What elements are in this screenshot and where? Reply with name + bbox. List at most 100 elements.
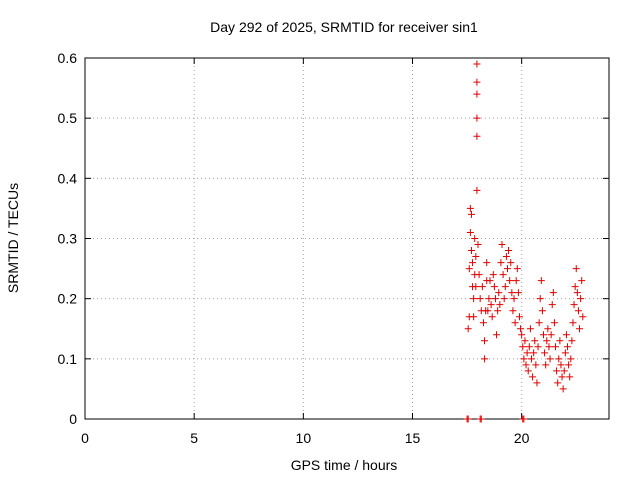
data-point — [537, 277, 545, 285]
x-tick-label: 20 — [514, 430, 530, 446]
data-point — [473, 78, 481, 86]
y-tick-label: 0.3 — [58, 231, 78, 247]
data-point — [515, 313, 523, 321]
data-point — [527, 355, 535, 363]
data-point — [555, 355, 563, 363]
data-point — [514, 289, 522, 297]
data-point — [508, 289, 516, 297]
data-point — [489, 271, 497, 279]
data-point — [465, 265, 473, 273]
data-point — [517, 325, 525, 333]
data-point — [473, 90, 481, 98]
y-tick-label: 0.6 — [58, 50, 78, 66]
data-point — [560, 367, 568, 375]
data-point — [501, 283, 509, 291]
data-point — [524, 367, 532, 375]
data-point — [521, 337, 529, 345]
data-point — [475, 271, 483, 279]
data-point — [486, 277, 494, 285]
data-point — [520, 355, 528, 363]
data-point — [570, 301, 578, 309]
data-point — [576, 325, 584, 333]
data-point — [464, 415, 472, 423]
data-point — [566, 373, 574, 381]
plot-frame — [84, 57, 610, 420]
data-point — [533, 379, 541, 387]
data-point — [498, 241, 506, 249]
data-point — [556, 337, 564, 345]
data-point — [523, 349, 531, 357]
data-point — [476, 295, 484, 303]
data-point — [577, 295, 585, 303]
data-point — [510, 295, 518, 303]
data-point — [503, 265, 511, 273]
y-tick-label: 0.1 — [58, 351, 78, 367]
data-point — [470, 313, 478, 321]
x-tick-label: 0 — [81, 430, 89, 446]
data-point — [579, 313, 587, 321]
data-point — [520, 415, 528, 423]
data-point — [529, 373, 537, 381]
x-tick-label: 10 — [296, 430, 312, 446]
data-point — [574, 307, 582, 315]
data-point — [478, 283, 486, 291]
data-point — [472, 253, 480, 261]
data-point — [572, 265, 580, 273]
data-point — [467, 247, 475, 255]
data-point — [487, 301, 495, 309]
data-point — [578, 277, 586, 285]
x-tick-label: 15 — [405, 430, 421, 446]
data-point — [564, 343, 572, 351]
data-point — [473, 60, 481, 68]
data-point — [496, 301, 504, 309]
data-point — [494, 307, 502, 315]
data-point — [499, 271, 507, 279]
data-point — [561, 349, 569, 357]
data-point — [552, 343, 560, 351]
data-point — [531, 337, 539, 345]
data-point — [525, 343, 533, 351]
data-point — [511, 319, 519, 327]
data-point — [466, 228, 474, 236]
data-point — [530, 349, 538, 357]
data-point — [481, 355, 489, 363]
data-point — [473, 132, 481, 140]
data-point — [473, 186, 481, 194]
data-point — [571, 283, 579, 291]
data-point — [483, 259, 491, 267]
y-tick-label: 0.2 — [58, 291, 78, 307]
data-point — [546, 355, 554, 363]
grid — [85, 58, 609, 419]
x-tick-label: 5 — [190, 430, 198, 446]
y-tick-label: 0.5 — [58, 110, 78, 126]
data-point — [567, 355, 575, 363]
data-point — [467, 210, 475, 218]
data-point — [568, 337, 576, 345]
data-point — [522, 361, 530, 369]
data-point — [526, 325, 534, 333]
data-point — [535, 319, 543, 327]
data-point — [485, 295, 493, 303]
data-point — [469, 259, 477, 267]
data-point — [470, 295, 478, 303]
data-point — [490, 283, 498, 291]
data-points — [463, 60, 587, 423]
data-point — [549, 289, 557, 297]
data-point — [493, 331, 501, 339]
data-point — [473, 114, 481, 122]
data-point — [491, 295, 499, 303]
data-point — [557, 361, 565, 369]
data-point — [569, 319, 577, 327]
data-point — [536, 295, 544, 303]
data-point — [534, 343, 542, 351]
data-point — [479, 319, 487, 327]
data-point — [488, 313, 496, 321]
data-point — [548, 301, 556, 309]
data-point — [506, 277, 514, 285]
data-point — [518, 331, 526, 339]
data-point — [481, 337, 489, 345]
ticks: 0 0.1 0.2 0.3 0.4 0.5 0.6 0 5 10 15 20 — [58, 50, 609, 446]
data-point — [543, 337, 551, 345]
data-point — [547, 331, 555, 339]
data-point — [544, 325, 552, 333]
